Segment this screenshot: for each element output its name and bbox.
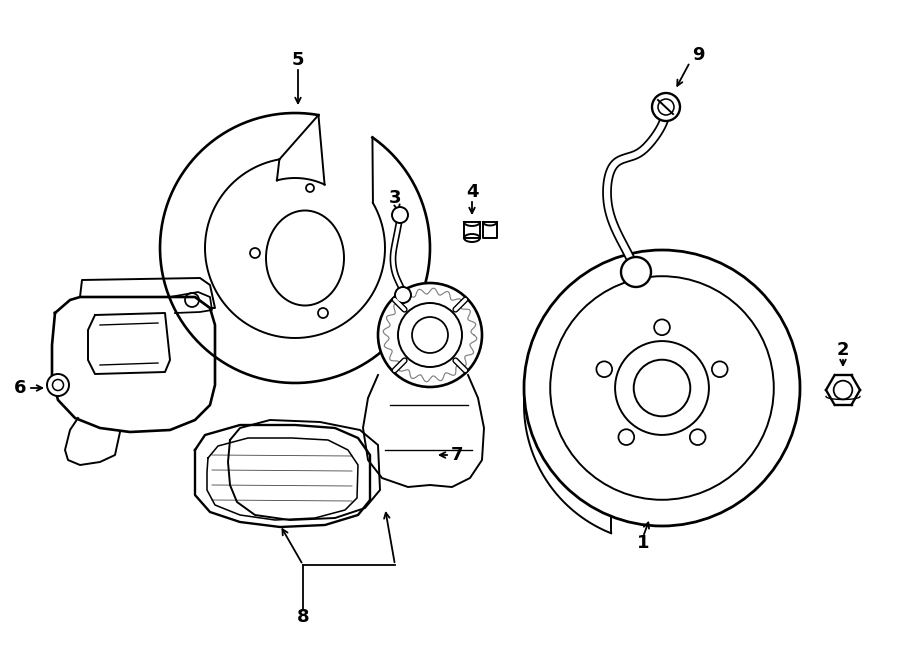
Text: 7: 7 — [451, 446, 464, 464]
Text: 5: 5 — [292, 51, 304, 69]
Circle shape — [378, 283, 482, 387]
Text: 6: 6 — [14, 379, 26, 397]
Text: 3: 3 — [389, 189, 401, 207]
Text: 4: 4 — [466, 183, 478, 201]
Text: 1: 1 — [637, 534, 649, 552]
Circle shape — [621, 257, 651, 287]
Circle shape — [652, 93, 680, 121]
Text: 2: 2 — [837, 341, 850, 359]
Text: 9: 9 — [692, 46, 704, 64]
Circle shape — [47, 374, 69, 396]
Circle shape — [392, 207, 408, 223]
Text: 8: 8 — [297, 608, 310, 626]
Circle shape — [395, 287, 411, 303]
